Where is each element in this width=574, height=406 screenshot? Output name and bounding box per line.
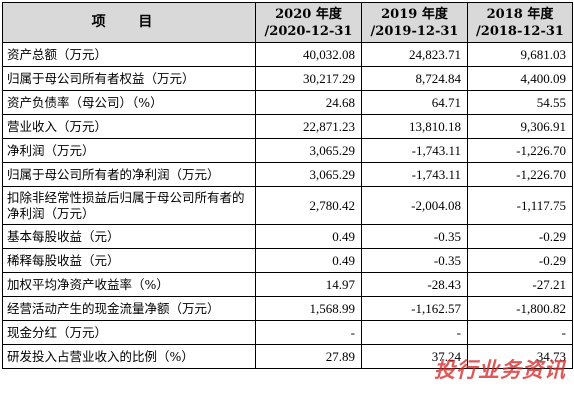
row-value-2018: 54.55 (467, 90, 573, 115)
row-value-2018: 4,400.09 (467, 66, 573, 91)
row-value-2018: -1,800.82 (467, 296, 573, 321)
row-value-2018: -1,226.70 (467, 162, 573, 187)
row-value-2020: 40,032.08 (255, 42, 362, 67)
row-label: 归属于母公司所有者权益（万元） (2, 66, 256, 91)
row-label: 稀释每股收益（元） (2, 248, 256, 273)
row-label: 扣除非经常性损益后归属于母公司所有者的净利润（万元） (2, 186, 256, 225)
header-2019-date: /2019-12-31 (370, 23, 459, 39)
row-label: 资产总额（万元） (2, 42, 256, 67)
row-value-2019: -0.35 (361, 224, 468, 249)
header-item: 项 目 (2, 2, 256, 43)
table-row: 现金分红（万元） - - - (2, 320, 573, 345)
row-value-2020: 3,065.29 (255, 138, 362, 163)
table-row: 经营活动产生的现金流量净额（万元） 1,568.99 -1,162.57 -1,800… (2, 296, 573, 321)
header-2020-date: /2020-12-31 (264, 23, 353, 39)
row-value-2020: 30,217.29 (255, 66, 362, 91)
row-value-2018: 34.73 (467, 344, 573, 369)
row-value-2019: -1,743.11 (361, 162, 468, 187)
row-value-2020: 3,065.29 (255, 162, 362, 187)
row-value-2019: - (361, 320, 468, 345)
table-row: 加权平均净资产收益率（%） 14.97 -28.43 -27.21 (2, 272, 573, 297)
table-row: 归属于母公司所有者的净利润（万元） 3,065.29 -1,743.11 -1,226… (2, 162, 573, 187)
header-2020: 2020 年度 /2020-12-31 (255, 2, 362, 43)
row-label: 归属于母公司所有者的净利润（万元） (2, 162, 256, 187)
row-value-2018: -27.21 (467, 272, 573, 297)
row-value-2019: 24,823.71 (361, 42, 468, 67)
row-value-2018: 9,681.03 (467, 42, 573, 67)
row-value-2019: -28.43 (361, 272, 468, 297)
row-value-2020: 27.89 (255, 344, 362, 369)
row-value-2019: -1,743.11 (361, 138, 468, 163)
financial-indicators-table: 项 目 2020 年度 /2020-12-31 2019 年度 /2019-12… (2, 2, 573, 369)
table-row: 扣除非经常性损益后归属于母公司所有者的净利润（万元） 2,780.42 -2,004… (2, 186, 573, 225)
row-value-2020: 0.49 (255, 224, 362, 249)
table-row: 资产总额（万元） 40,032.08 24,823.71 9,681.03 (2, 42, 573, 67)
row-value-2019: 37.24 (361, 344, 468, 369)
row-value-2019: 13,810.18 (361, 114, 468, 139)
table-row: 归属于母公司所有者权益（万元） 30,217.29 8,724.84 4,400.09 (2, 66, 573, 91)
row-value-2020: 1,568.99 (255, 296, 362, 321)
table-row: 资产负债率（母公司）（%） 24.68 64.71 54.55 (2, 90, 573, 115)
row-value-2019: 64.71 (361, 90, 468, 115)
row-label: 营业收入（万元） (2, 114, 256, 139)
header-2018: 2018 年度 /2018-12-31 (467, 2, 573, 43)
row-value-2018: -1,117.75 (467, 186, 573, 225)
row-value-2020: 22,871.23 (255, 114, 362, 139)
row-value-2018: -1,226.70 (467, 138, 573, 163)
header-2018-date: /2018-12-31 (476, 23, 564, 39)
table-row: 营业收入（万元） 22,871.23 13,810.18 9,306.91 (2, 114, 573, 139)
row-label: 净利润（万元） (2, 138, 256, 163)
row-value-2020: 2,780.42 (255, 186, 362, 225)
row-value-2018: - (467, 320, 573, 345)
table-row: 基本每股收益（元） 0.49 -0.35 -0.29 (2, 224, 573, 249)
table-row: 研发投入占营业收入的比例（%） 27.89 37.24 34.73 (2, 344, 573, 369)
row-label: 基本每股收益（元） (2, 224, 256, 249)
row-value-2018: -0.29 (467, 248, 573, 273)
header-2019-year: 2019 年度 (381, 6, 448, 22)
table-header-row: 项 目 2020 年度 /2020-12-31 2019 年度 /2019-12… (2, 2, 573, 43)
row-value-2020: 14.97 (255, 272, 362, 297)
table-row: 稀释每股收益（元） 0.49 -0.35 -0.29 (2, 248, 573, 273)
row-value-2020: 24.68 (255, 90, 362, 115)
row-value-2019: 8,724.84 (361, 66, 468, 91)
row-label: 研发投入占营业收入的比例（%） (2, 344, 256, 369)
row-label: 资产负债率（母公司）（%） (2, 90, 256, 115)
row-value-2019: -1,162.57 (361, 296, 468, 321)
table-row: 净利润（万元） 3,065.29 -1,743.11 -1,226.70 (2, 138, 573, 163)
row-label: 经营活动产生的现金流量净额（万元） (2, 296, 256, 321)
row-value-2020: 0.49 (255, 248, 362, 273)
header-2018-year: 2018 年度 (486, 6, 554, 22)
row-value-2020: - (255, 320, 362, 345)
row-label: 现金分红（万元） (2, 320, 256, 345)
header-2019: 2019 年度 /2019-12-31 (361, 2, 468, 43)
row-value-2019: -2,004.08 (361, 186, 468, 225)
row-label: 加权平均净资产收益率（%） (2, 272, 256, 297)
header-2020-year: 2020 年度 (275, 6, 342, 22)
row-value-2018: 9,306.91 (467, 114, 573, 139)
row-value-2018: -0.29 (467, 224, 573, 249)
row-value-2019: -0.35 (361, 248, 468, 273)
